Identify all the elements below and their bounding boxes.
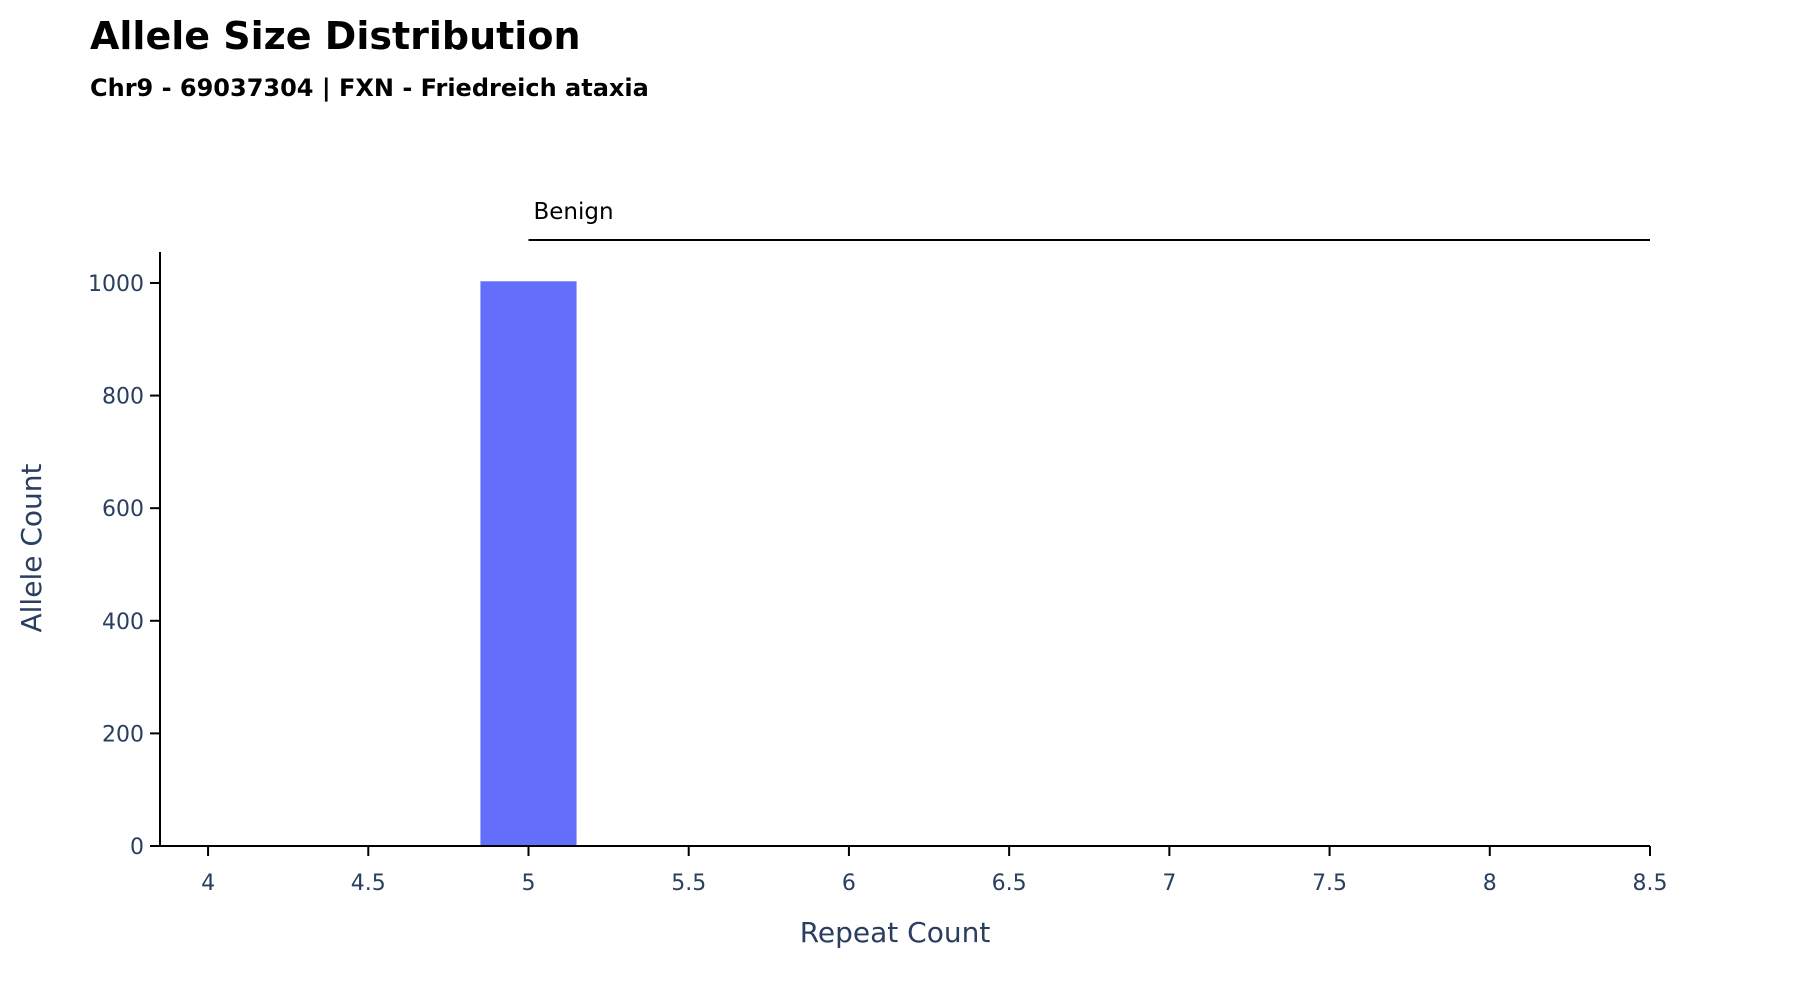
chart-subtitle: Chr9 - 69037304 | FXN - Friedreich ataxi…: [90, 74, 649, 102]
x-tick-label: 6.5: [992, 871, 1027, 896]
y-tick-label: 0: [130, 835, 144, 860]
x-tick-label: 7.5: [1312, 871, 1347, 896]
y-axis-ticks: 0 200 400 600 800 1000: [88, 272, 160, 860]
x-tick-label: 4.5: [351, 871, 386, 896]
chart-title: Allele Size Distribution: [90, 14, 581, 58]
x-tick-label: 7: [1162, 871, 1176, 896]
region-annotations: Benign: [528, 199, 1650, 241]
y-tick-label: 400: [102, 610, 144, 635]
y-tick-label: 200: [102, 722, 144, 747]
x-tick-label: 6: [842, 871, 856, 896]
x-axis-ticks: 4 4.5 5 5.5 6 6.5 7 7.5 8 8.5: [201, 846, 1668, 896]
x-tick-label: 8.5: [1633, 871, 1668, 896]
x-axis-title: Repeat Count: [800, 916, 991, 949]
bars: [480, 281, 897, 846]
y-tick-label: 600: [102, 497, 144, 522]
x-tick-label: 5.5: [671, 871, 706, 896]
x-tick-label: 5: [521, 871, 535, 896]
bar-5: [480, 281, 577, 846]
y-tick-label: 1000: [88, 272, 144, 297]
y-tick-label: 800: [102, 385, 144, 410]
y-axis-title: Allele Count: [15, 463, 48, 632]
x-tick-label: 4: [201, 871, 215, 896]
x-tick-label: 8: [1483, 871, 1497, 896]
region-label: Benign: [533, 199, 613, 225]
